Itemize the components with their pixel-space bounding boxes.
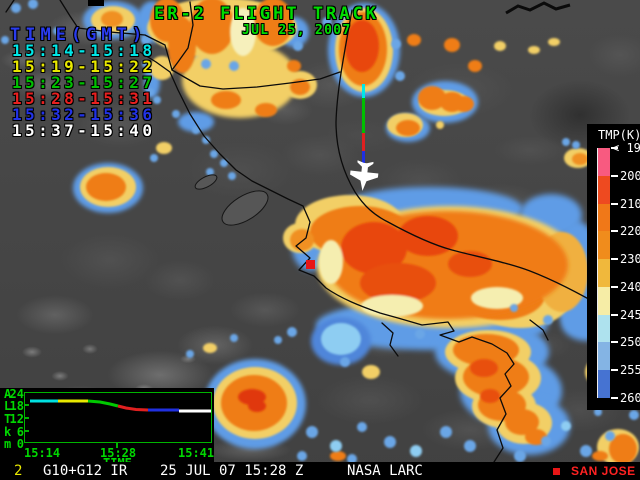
gulf-wiggle [381, 322, 399, 357]
honduras-nicaragua-border [171, 69, 341, 90]
satellite-source: G10+G12 IR [43, 463, 128, 479]
y-axis-value: 18 [9, 399, 24, 413]
colorbar-tick-label: 255 [620, 363, 640, 377]
legend-entry: 15:28-15:31 [12, 89, 156, 108]
colorbar-strip [597, 148, 610, 399]
san-jose-marker-swatch [553, 468, 560, 475]
track-segment-1532 [362, 151, 365, 166]
y-axis-value: 12 [9, 412, 24, 426]
legend-entry: 15:19-15:22 [12, 57, 156, 76]
y-axis-letter: A [4, 387, 12, 401]
temperature-colorbar: TMP(K) < 190 200 210 220 230 240 245 250… [587, 124, 640, 410]
colorbar-tick-label: 240 [620, 280, 640, 294]
x-tick-label: 15:28 [100, 446, 137, 460]
x-tick-label: 15:14 [24, 446, 61, 460]
honduras-north-coast [505, 1, 571, 15]
san-jose-label: SAN JOSE [571, 464, 636, 478]
border-vertical [171, 1, 194, 71]
track-segment-1514 [362, 84, 365, 98]
lake-managua [194, 174, 218, 190]
legend-entry: 15:14-15:18 [12, 41, 156, 60]
lake-nicaragua [221, 190, 269, 226]
colorbar-tick-label: 250 [620, 335, 640, 349]
page-date: JUL 25, 2007 [242, 23, 352, 38]
colorbar-tick-label: 220 [620, 224, 640, 238]
legend-entry: 15:23-15:27 [12, 73, 156, 92]
colorbar-tick-label: 200 [620, 169, 640, 183]
data-gap-box [88, 0, 104, 6]
x-tick-label: 15:41 [178, 446, 215, 460]
colorbar-tick-label: 260 [620, 391, 640, 405]
agency-label: NASA LARC [347, 463, 423, 479]
y-axis-letter: k [4, 425, 12, 439]
y-axis-value: 0 [16, 437, 24, 451]
y-axis-letter: m [4, 437, 12, 451]
page-title: ER-2 FLIGHT TRACK [154, 4, 379, 24]
er2-aircraft-icon [350, 160, 379, 191]
track-segment-1523 [362, 98, 365, 133]
colorbar-tick-label: 210 [620, 197, 640, 211]
pacific-coastline [139, 51, 515, 463]
image-datetime: 25 JUL 07 15:28 Z [160, 463, 304, 479]
track-segment-1528 [362, 133, 365, 151]
status-bar: 2 G10+G12 IR 25 JUL 07 15:28 Z NASA LARC… [0, 462, 640, 480]
border-corner [5, 0, 15, 13]
colorbar-tick-label: 230 [620, 252, 640, 266]
legend-entry: 15:32-15:36 [12, 105, 156, 124]
time-legend-heading: TIME(GMT) [10, 25, 148, 45]
y-axis-letter: L [4, 399, 12, 413]
frame-number: 2 [14, 463, 23, 479]
city-marker-san-jose [306, 260, 315, 269]
gulf-wiggle-2 [529, 319, 549, 341]
legend-entry: 15:37-15:40 [12, 121, 156, 140]
y-axis-value: 6 [16, 425, 24, 439]
colorbar-title: TMP(K) [598, 128, 640, 142]
colorbar-tick-label: < 190 [612, 141, 640, 155]
altitude-trace [30, 399, 211, 413]
border-northwest [59, 0, 173, 71]
y-axis-letter: T [4, 412, 12, 426]
y-axis-value: 24 [9, 387, 24, 401]
altitude-plot: A L T k m 24 18 12 6 0 15:14 15:28 15:41… [0, 387, 215, 470]
colorbar-tick-label: 245 [620, 308, 640, 322]
